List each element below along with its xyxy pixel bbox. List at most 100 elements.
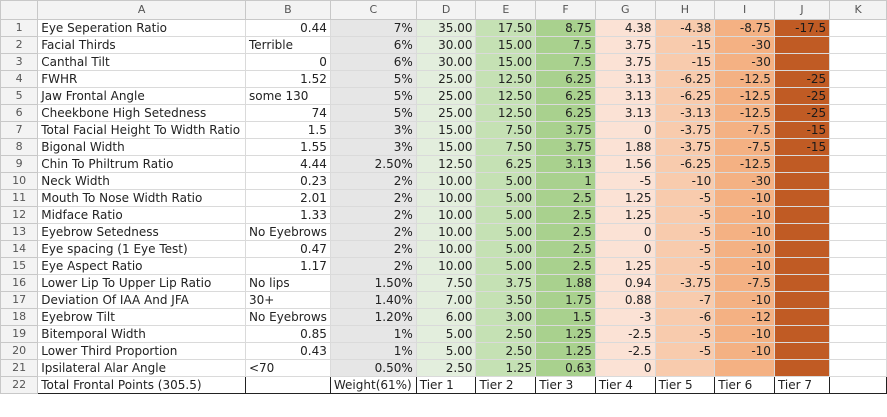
cell-value[interactable]: No Eyebrows xyxy=(244,308,331,326)
cell-empty[interactable] xyxy=(829,19,887,37)
cell-tier6[interactable]: -12.5 xyxy=(714,70,775,88)
cell-tier6[interactable]: -10 xyxy=(714,291,775,309)
cell-tier3[interactable]: 2.5 xyxy=(535,223,596,241)
cell-value[interactable]: 0.23 xyxy=(244,172,331,190)
cell-weight[interactable]: 1% xyxy=(329,325,417,343)
cell-tier5[interactable] xyxy=(654,359,716,377)
cell-tier5[interactable]: -5 xyxy=(654,325,716,343)
cell-tier2[interactable]: 2.50 xyxy=(475,342,537,360)
cell-empty[interactable] xyxy=(829,36,887,54)
cell-empty[interactable] xyxy=(829,325,887,343)
cell-tier1[interactable]: 7.00 xyxy=(415,291,477,309)
row-header[interactable]: 2 xyxy=(0,36,39,54)
cell-tier1[interactable]: 5.00 xyxy=(415,325,477,343)
cell-feature-name[interactable]: Total Facial Height To Width Ratio xyxy=(37,121,246,139)
cell-tier5[interactable]: -5 xyxy=(654,257,716,275)
cell-empty[interactable] xyxy=(829,121,887,139)
cell-tier6[interactable]: -7.5 xyxy=(714,274,775,292)
cell-tier7[interactable]: -25 xyxy=(773,104,831,122)
cell-tier2[interactable]: 3.50 xyxy=(475,291,537,309)
cell-weight[interactable]: 2.50% xyxy=(329,155,417,173)
cell-tier4[interactable]: 3.75 xyxy=(594,36,656,54)
cell-empty[interactable] xyxy=(829,138,887,156)
cell-tier7[interactable]: -25 xyxy=(773,70,831,88)
cell-tier3[interactable]: 2.5 xyxy=(535,257,596,275)
cell-tier4[interactable]: 4.38 xyxy=(594,19,656,37)
cell-tier5[interactable]: -6.25 xyxy=(654,87,716,105)
row-header[interactable]: 19 xyxy=(0,325,39,343)
cell-tier3[interactable]: 8.75 xyxy=(535,19,596,37)
cell-tier2[interactable]: 15.00 xyxy=(475,36,537,54)
cell-tier7[interactable] xyxy=(773,189,831,207)
cell-tier2[interactable]: Tier 2 xyxy=(475,376,537,394)
cell-tier7[interactable] xyxy=(773,274,831,292)
cell-tier1[interactable]: 2.50 xyxy=(415,359,477,377)
cell-empty[interactable] xyxy=(829,172,887,190)
cell-tier3[interactable]: 2.5 xyxy=(535,240,596,258)
cell-tier5[interactable]: -3.75 xyxy=(654,138,716,156)
cell-value[interactable] xyxy=(244,376,331,394)
row-header[interactable]: 3 xyxy=(0,53,39,71)
cell-tier5[interactable]: -5 xyxy=(654,342,716,360)
cell-value[interactable]: 0.85 xyxy=(244,325,331,343)
cell-tier1[interactable]: 12.50 xyxy=(415,155,477,173)
cell-tier4[interactable]: 3.13 xyxy=(594,70,656,88)
cell-tier3[interactable]: 3.75 xyxy=(535,121,596,139)
cell-feature-name[interactable]: Mouth To Nose Width Ratio xyxy=(37,189,246,207)
cell-tier7[interactable] xyxy=(773,359,831,377)
cell-weight[interactable]: 2% xyxy=(329,257,417,275)
select-all-corner[interactable] xyxy=(0,0,39,20)
cell-tier1[interactable]: 7.50 xyxy=(415,274,477,292)
cell-tier1[interactable]: 30.00 xyxy=(415,36,477,54)
cell-tier7[interactable] xyxy=(773,240,831,258)
cell-value[interactable]: No Eyebrows xyxy=(244,223,331,241)
cell-tier5[interactable]: -3.13 xyxy=(654,104,716,122)
cell-value[interactable]: 1.33 xyxy=(244,206,331,224)
cell-tier7[interactable] xyxy=(773,223,831,241)
cell-feature-name[interactable]: Ipsilateral Alar Angle xyxy=(37,359,246,377)
cell-tier2[interactable]: 5.00 xyxy=(475,189,537,207)
cell-empty[interactable] xyxy=(829,70,887,88)
cell-tier7[interactable] xyxy=(773,325,831,343)
cell-tier6[interactable]: -10 xyxy=(714,189,775,207)
cell-feature-name[interactable]: Canthal Tilt xyxy=(37,53,246,71)
cell-tier6[interactable]: -30 xyxy=(714,36,775,54)
cell-tier6[interactable]: -7.5 xyxy=(714,121,775,139)
cell-tier1[interactable]: 10.00 xyxy=(415,172,477,190)
cell-weight[interactable]: 7% xyxy=(329,19,417,37)
cell-value[interactable]: 1.17 xyxy=(244,257,331,275)
cell-tier6[interactable]: -30 xyxy=(714,172,775,190)
cell-tier2[interactable]: 7.50 xyxy=(475,138,537,156)
cell-tier7[interactable]: -25 xyxy=(773,87,831,105)
cell-empty[interactable] xyxy=(829,53,887,71)
cell-tier7[interactable] xyxy=(773,172,831,190)
row-header[interactable]: 11 xyxy=(0,189,39,207)
cell-tier3[interactable]: 1.25 xyxy=(535,325,596,343)
cell-tier6[interactable]: -30 xyxy=(714,53,775,71)
cell-tier2[interactable]: 5.00 xyxy=(475,240,537,258)
cell-feature-name[interactable]: Eye Seperation Ratio xyxy=(37,19,246,37)
cell-tier5[interactable]: -5 xyxy=(654,189,716,207)
cell-tier1[interactable]: 15.00 xyxy=(415,121,477,139)
cell-tier2[interactable]: 7.50 xyxy=(475,121,537,139)
cell-tier5[interactable]: Tier 5 xyxy=(654,376,716,394)
cell-tier7[interactable] xyxy=(773,257,831,275)
cell-tier1[interactable]: 10.00 xyxy=(415,240,477,258)
cell-tier4[interactable]: 1.25 xyxy=(594,257,656,275)
cell-tier5[interactable]: -7 xyxy=(654,291,716,309)
cell-feature-name[interactable]: Lower Lip To Upper Lip Ratio xyxy=(37,274,246,292)
cell-feature-name[interactable]: Deviation Of IAA And JFA xyxy=(37,291,246,309)
cell-tier4[interactable]: -3 xyxy=(594,308,656,326)
cell-feature-name[interactable]: Lower Third Proportion xyxy=(37,342,246,360)
cell-empty[interactable] xyxy=(829,155,887,173)
cell-feature-name[interactable]: Eye Aspect Ratio xyxy=(37,257,246,275)
row-header[interactable]: 21 xyxy=(0,359,39,377)
cell-tier5[interactable]: -6.25 xyxy=(654,155,716,173)
cell-tier5[interactable]: -5 xyxy=(654,240,716,258)
cell-tier2[interactable]: 12.50 xyxy=(475,70,537,88)
cell-tier2[interactable]: 12.50 xyxy=(475,104,537,122)
cell-weight[interactable]: 5% xyxy=(329,70,417,88)
cell-tier4[interactable]: 0 xyxy=(594,240,656,258)
cell-value[interactable]: 4.44 xyxy=(244,155,331,173)
cell-feature-name[interactable]: Eye spacing (1 Eye Test) xyxy=(37,240,246,258)
